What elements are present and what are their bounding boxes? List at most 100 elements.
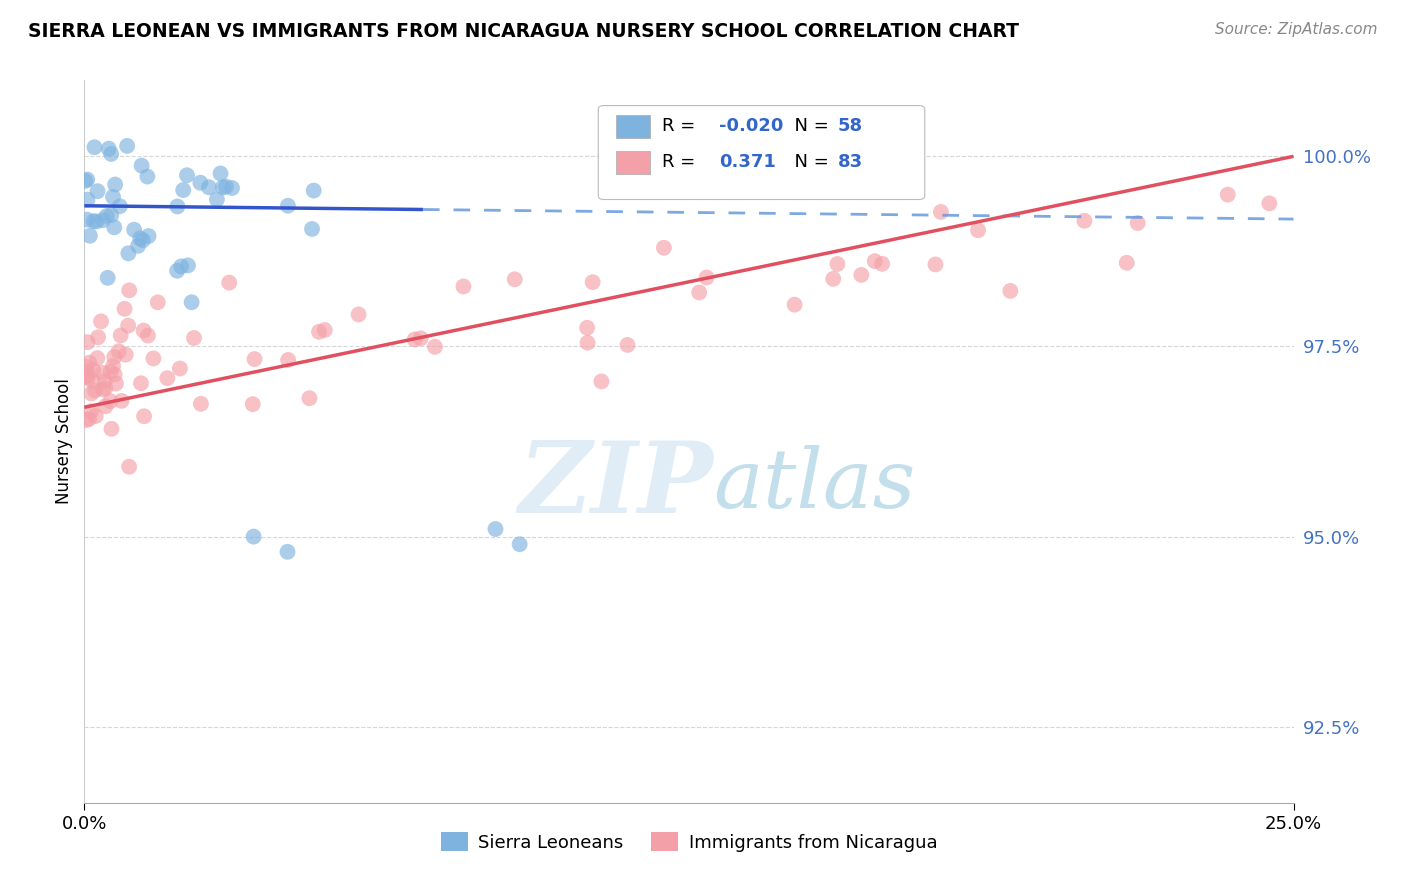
Text: R =: R = (662, 153, 707, 171)
Point (87, 330, 110, 344)
Point (101, 190, 124, 204)
Text: N =: N = (783, 153, 835, 171)
Point (129, 231, 152, 245)
Point (242, 530, 264, 544)
Point (86, 214, 108, 228)
Point (84, 384, 107, 398)
Point (132, 324, 155, 338)
Point (118, 283, 141, 297)
Point (172, 183, 194, 197)
Point (967, 223, 990, 237)
Point (205, 192, 228, 206)
Point (136, 169, 159, 184)
Point (688, 285, 710, 300)
Point (110, 328, 132, 343)
Text: 0.371: 0.371 (720, 153, 776, 171)
Point (409, 331, 432, 345)
Point (503, 272, 526, 286)
Point (142, 351, 165, 366)
Point (190, 176, 212, 190)
Text: N =: N = (783, 117, 835, 135)
Point (301, 222, 323, 236)
Point (1073, 214, 1095, 228)
Point (180, 295, 202, 310)
Point (76, 193, 98, 207)
Point (1126, 216, 1149, 230)
Point (100, 365, 122, 379)
Point (114, 348, 136, 362)
Point (83, 214, 105, 228)
Point (100, 422, 122, 436)
Point (97, 142, 120, 156)
Point (103, 350, 125, 364)
Point (591, 375, 613, 389)
Point (77, 356, 100, 370)
FancyBboxPatch shape (599, 105, 925, 200)
Point (1216, 187, 1239, 202)
Point (100, 208, 122, 222)
Point (827, 257, 849, 271)
Point (108, 199, 131, 213)
Point (104, 178, 127, 192)
Point (484, 522, 506, 536)
Text: R =: R = (662, 117, 702, 135)
Point (76, 371, 98, 385)
Point (76, 365, 98, 379)
Point (198, 180, 221, 194)
Point (114, 301, 136, 316)
Point (122, 223, 145, 237)
Point (117, 246, 139, 260)
Point (91, 366, 114, 380)
Point (94, 374, 117, 388)
Point (221, 181, 243, 195)
Bar (616, 151, 650, 174)
Point (696, 270, 718, 285)
Point (404, 333, 426, 347)
Point (75, 413, 97, 427)
Text: -0.020: -0.020 (720, 117, 783, 135)
Point (576, 335, 599, 350)
Point (652, 241, 675, 255)
Point (115, 139, 138, 153)
Bar (616, 115, 650, 138)
Point (314, 323, 336, 337)
Point (170, 260, 193, 274)
Point (277, 353, 299, 368)
Point (298, 391, 321, 405)
Point (129, 376, 152, 391)
Point (82, 363, 104, 377)
Text: ZIP: ZIP (519, 437, 713, 533)
Point (110, 393, 132, 408)
Point (215, 179, 238, 194)
Point (91, 383, 114, 397)
Point (169, 361, 191, 376)
Point (117, 318, 139, 333)
Point (132, 233, 155, 247)
Point (76, 212, 98, 227)
Point (276, 545, 298, 559)
Point (79, 228, 101, 243)
Point (107, 344, 129, 359)
Point (104, 376, 127, 391)
Text: atlas: atlas (713, 445, 915, 524)
Point (1000, 284, 1022, 298)
Point (94, 399, 117, 413)
Point (76, 172, 98, 186)
Point (243, 352, 266, 367)
Point (929, 205, 952, 219)
Y-axis label: Nursery School: Nursery School (55, 378, 73, 505)
Point (132, 409, 155, 424)
Point (1258, 196, 1281, 211)
Point (131, 159, 153, 173)
Text: SIERRA LEONEAN VS IMMIGRANTS FROM NICARAGUA NURSERY SCHOOL CORRELATION CHART: SIERRA LEONEAN VS IMMIGRANTS FROM NICARA… (28, 22, 1019, 41)
Point (76, 335, 98, 350)
Point (423, 340, 446, 354)
Point (101, 359, 124, 373)
Legend: Sierra Leoneans, Immigrants from Nicaragua: Sierra Leoneans, Immigrants from Nicarag… (433, 825, 945, 859)
Point (308, 325, 330, 339)
Point (1115, 256, 1137, 270)
Point (347, 308, 370, 322)
Point (82, 374, 104, 388)
Point (80, 386, 103, 401)
Point (576, 320, 599, 334)
